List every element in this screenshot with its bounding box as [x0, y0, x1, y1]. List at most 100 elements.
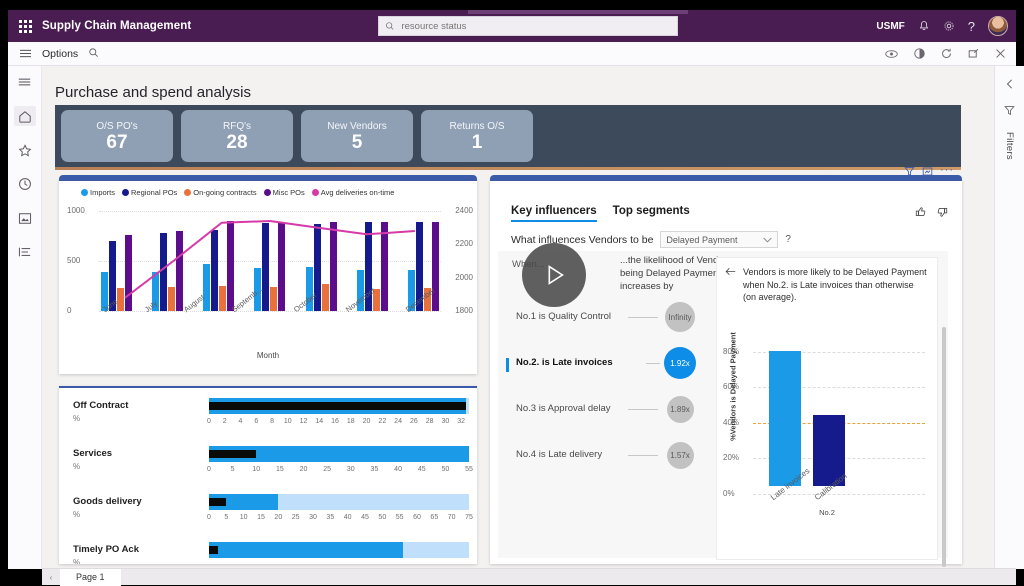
bar[interactable]	[168, 286, 176, 311]
refresh-icon[interactable]	[941, 48, 952, 59]
bar[interactable]	[254, 268, 262, 311]
help-icon[interactable]: ?	[785, 234, 791, 245]
detail-bar[interactable]	[769, 350, 801, 486]
contrast-icon[interactable]	[914, 48, 925, 59]
kpi-card-2[interactable]: New Vendors 5	[301, 110, 413, 162]
purchase-combo-chart-card[interactable]: Imports Regional POs On-going contracts Mis…	[59, 175, 477, 374]
close-icon[interactable]	[995, 48, 1006, 59]
bullet-row[interactable]: Goods delivery% 0 5 10 15 20 25 30 35 40 45 50 55 60 6…	[59, 492, 477, 534]
bar-group[interactable]	[152, 211, 184, 311]
bar[interactable]	[321, 284, 329, 311]
gear-icon[interactable]	[943, 20, 955, 32]
legend-item[interactable]: On-going contracts	[184, 188, 257, 197]
sidebar-item-home[interactable]	[13, 106, 36, 126]
bullet-row[interactable]: Timely PO Ack%	[59, 540, 477, 564]
metric-dropdown[interactable]: Delayed Payment	[660, 231, 779, 248]
search-input[interactable]	[399, 19, 671, 33]
bar[interactable]	[203, 264, 211, 311]
options-button[interactable]: Options	[42, 47, 79, 60]
filter-icon[interactable]	[904, 166, 915, 177]
bar[interactable]	[313, 223, 321, 311]
filter-icon[interactable]	[1004, 103, 1015, 121]
user-avatar[interactable]	[988, 16, 1008, 36]
legend-item[interactable]: Misc POs	[263, 188, 305, 197]
bar[interactable]	[407, 269, 415, 311]
bar[interactable]	[372, 288, 380, 311]
bar[interactable]	[262, 223, 270, 311]
influencer-label: No.2. is Late invoices	[516, 357, 613, 368]
bar[interactable]	[160, 232, 168, 311]
sidebar-item-workspaces[interactable]	[14, 208, 36, 228]
bar[interactable]	[152, 272, 160, 311]
bar[interactable]	[270, 287, 278, 311]
influencer-row[interactable]: No.1 is Quality Control Infinity	[498, 302, 756, 349]
bar[interactable]	[227, 220, 235, 311]
arrow-left-icon[interactable]	[725, 267, 736, 280]
influencer-row[interactable]: No.2. is Late invoices 1.92x	[498, 347, 756, 395]
more-options-icon[interactable]: ···	[940, 164, 954, 176]
influencer-bubble[interactable]: 1.92x	[664, 347, 696, 379]
bar[interactable]	[364, 222, 372, 311]
bar[interactable]	[176, 230, 184, 311]
bar[interactable]	[211, 230, 219, 311]
bar[interactable]	[431, 222, 439, 311]
page-tab[interactable]: Page 1	[60, 568, 121, 586]
popout-icon[interactable]	[968, 48, 979, 59]
tab-key-influencers[interactable]: Key influencers	[511, 205, 597, 222]
question-icon[interactable]: ?	[967, 18, 975, 34]
hamburger-icon[interactable]	[8, 48, 42, 59]
influencer-row[interactable]: No.3 is Approval delay 1.89x	[498, 395, 756, 441]
sidebar-item-recent[interactable]	[14, 174, 36, 194]
bar-group[interactable]	[305, 211, 337, 311]
focus-mode-icon[interactable]	[922, 166, 933, 177]
bullet-row[interactable]: Services% 0 5 10 15 20 25 30 35 40 45 50 55	[59, 444, 477, 486]
global-search-box[interactable]	[378, 16, 678, 36]
bar[interactable]	[380, 222, 388, 311]
bar-group[interactable]	[356, 211, 388, 311]
kpi-card-1[interactable]: RFQ's 28	[181, 110, 293, 162]
thumbs-up-icon[interactable]	[915, 206, 927, 218]
sidebar-item-modules[interactable]	[14, 242, 36, 262]
influencer-bubble[interactable]: Infinity	[665, 302, 695, 332]
bar-group[interactable]	[407, 211, 439, 311]
bar[interactable]	[278, 223, 286, 311]
key-influencers-card[interactable]: ··· Key influencers Top segments What inf…	[490, 165, 962, 567]
influencer-bubble[interactable]: 1.89x	[666, 395, 694, 423]
legend-item[interactable]: Regional POs	[122, 188, 177, 197]
bar[interactable]	[101, 271, 108, 311]
bar-group[interactable]	[101, 211, 132, 311]
bar[interactable]	[423, 288, 431, 311]
key-influencers-scrollbar[interactable]	[942, 327, 946, 567]
sidebar-item-menu[interactable]	[14, 72, 36, 92]
play-icon[interactable]	[522, 243, 586, 307]
thumbs-down-icon[interactable]	[936, 206, 948, 218]
bar[interactable]	[305, 267, 313, 311]
chevron-left-icon[interactable]	[1005, 76, 1015, 94]
detail-bar[interactable]	[813, 414, 845, 486]
sidebar-item-favorites[interactable]	[14, 140, 36, 160]
tab-top-segments[interactable]: Top segments	[612, 205, 690, 217]
bar[interactable]	[356, 270, 364, 311]
page-prev-button[interactable]: ‹	[49, 572, 53, 582]
bar[interactable]	[109, 241, 116, 311]
legend-item[interactable]: Imports	[81, 188, 115, 197]
bullet-row[interactable]: Off Contract% 0 2 4 6 8 10 12 14 16 18 20 22 24 26 28 30…	[59, 396, 477, 438]
bar-group[interactable]	[203, 211, 235, 311]
bar[interactable]	[125, 234, 132, 311]
bar[interactable]	[117, 287, 124, 311]
bell-icon[interactable]	[918, 20, 930, 32]
legend-item[interactable]: Avg deliveries on-time	[311, 188, 394, 197]
influencer-row[interactable]: No.4 is Late delivery 1.57x	[498, 441, 756, 487]
bar[interactable]	[329, 222, 337, 311]
eye-icon[interactable]	[885, 49, 898, 59]
kpi-card-0[interactable]: O/S PO's 67	[61, 110, 173, 162]
detail-bars	[769, 326, 845, 486]
app-launcher-button[interactable]	[8, 19, 42, 33]
bar[interactable]	[415, 222, 423, 311]
command-search-icon[interactable]	[88, 45, 99, 63]
kpi-bullet-chart-card[interactable]: Off Contract% 0 2 4 6 8 10 12 14 16 18 20 22 24 26 28 30…	[59, 386, 477, 564]
kpi-card-3[interactable]: Returns O/S 1	[421, 110, 533, 162]
bar-group[interactable]	[254, 211, 286, 311]
bar[interactable]	[219, 285, 227, 311]
influencer-bubble[interactable]: 1.57x	[666, 441, 694, 469]
